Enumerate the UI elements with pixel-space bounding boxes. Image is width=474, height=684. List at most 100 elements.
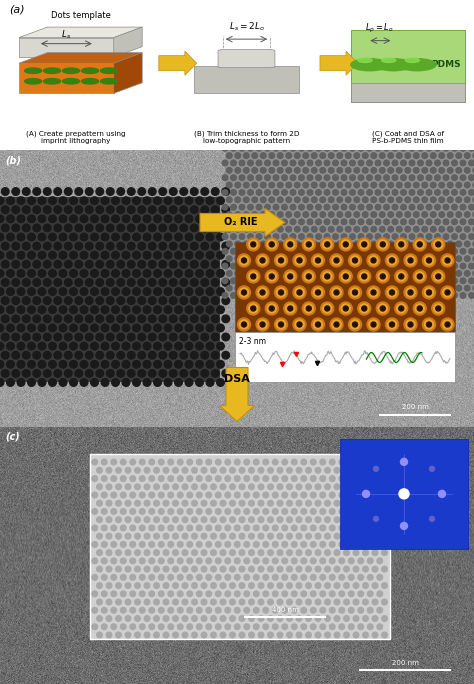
Circle shape xyxy=(120,525,126,531)
Circle shape xyxy=(320,256,326,261)
Circle shape xyxy=(445,258,450,263)
Circle shape xyxy=(101,306,109,313)
Circle shape xyxy=(399,274,404,279)
Circle shape xyxy=(456,226,462,232)
Circle shape xyxy=(247,270,260,283)
Circle shape xyxy=(404,286,417,299)
Circle shape xyxy=(297,290,302,295)
Circle shape xyxy=(383,160,389,166)
Circle shape xyxy=(0,288,4,295)
Circle shape xyxy=(277,534,283,539)
Circle shape xyxy=(303,226,309,232)
Circle shape xyxy=(430,256,436,261)
Circle shape xyxy=(397,272,406,281)
Circle shape xyxy=(263,509,269,514)
Circle shape xyxy=(185,288,193,295)
Circle shape xyxy=(248,248,253,254)
Circle shape xyxy=(33,278,41,287)
Circle shape xyxy=(282,278,287,284)
Circle shape xyxy=(316,290,320,295)
Circle shape xyxy=(301,492,307,498)
Text: O₂ RIE: O₂ RIE xyxy=(224,218,257,228)
Circle shape xyxy=(273,607,278,613)
Circle shape xyxy=(130,575,136,580)
Polygon shape xyxy=(19,53,142,63)
Circle shape xyxy=(101,459,107,465)
Circle shape xyxy=(59,233,67,241)
Circle shape xyxy=(249,616,254,621)
Circle shape xyxy=(329,492,335,498)
Circle shape xyxy=(380,285,385,291)
Circle shape xyxy=(307,205,313,210)
Circle shape xyxy=(44,315,51,323)
Circle shape xyxy=(227,285,232,291)
Circle shape xyxy=(144,566,150,572)
Circle shape xyxy=(369,288,378,297)
Circle shape xyxy=(164,379,172,386)
Circle shape xyxy=(64,369,72,377)
Circle shape xyxy=(177,492,183,498)
Circle shape xyxy=(334,583,340,588)
Circle shape xyxy=(354,212,360,218)
Circle shape xyxy=(429,516,435,521)
Circle shape xyxy=(112,360,119,368)
Circle shape xyxy=(133,197,140,205)
Circle shape xyxy=(0,197,4,205)
Circle shape xyxy=(235,558,240,564)
Circle shape xyxy=(268,599,273,605)
Circle shape xyxy=(348,459,354,465)
Circle shape xyxy=(49,342,56,350)
Circle shape xyxy=(187,509,192,514)
Circle shape xyxy=(286,241,292,247)
Circle shape xyxy=(284,302,297,315)
Circle shape xyxy=(306,632,311,637)
Circle shape xyxy=(206,558,211,564)
Circle shape xyxy=(426,278,432,284)
Circle shape xyxy=(344,484,349,490)
Circle shape xyxy=(288,306,293,311)
Circle shape xyxy=(279,290,283,295)
Circle shape xyxy=(339,238,352,251)
Circle shape xyxy=(422,285,428,291)
Circle shape xyxy=(258,632,264,637)
Circle shape xyxy=(249,272,258,281)
Circle shape xyxy=(341,263,347,269)
Circle shape xyxy=(1,333,9,341)
Circle shape xyxy=(350,146,356,151)
Circle shape xyxy=(269,168,274,173)
Circle shape xyxy=(350,234,356,239)
Circle shape xyxy=(396,271,402,276)
Circle shape xyxy=(350,256,359,265)
Circle shape xyxy=(372,616,378,621)
Circle shape xyxy=(248,293,253,298)
Circle shape xyxy=(111,575,117,580)
Circle shape xyxy=(231,263,237,269)
Circle shape xyxy=(353,484,359,490)
Circle shape xyxy=(383,263,389,269)
Circle shape xyxy=(405,241,410,247)
Circle shape xyxy=(439,182,445,188)
Circle shape xyxy=(125,599,131,605)
Circle shape xyxy=(320,182,326,188)
Circle shape xyxy=(293,254,306,267)
Circle shape xyxy=(447,197,453,202)
Circle shape xyxy=(244,182,249,188)
Circle shape xyxy=(107,242,114,250)
Circle shape xyxy=(397,240,406,249)
Circle shape xyxy=(135,501,140,506)
Circle shape xyxy=(425,320,434,329)
Circle shape xyxy=(254,459,259,465)
Circle shape xyxy=(460,146,466,151)
Circle shape xyxy=(279,258,283,263)
Circle shape xyxy=(180,315,188,323)
Circle shape xyxy=(469,146,474,151)
Circle shape xyxy=(473,212,474,218)
Circle shape xyxy=(404,318,417,331)
Circle shape xyxy=(70,360,77,368)
Circle shape xyxy=(143,379,151,386)
Circle shape xyxy=(334,616,340,621)
Circle shape xyxy=(196,558,202,564)
Circle shape xyxy=(363,271,368,276)
Circle shape xyxy=(339,558,345,564)
Circle shape xyxy=(307,248,313,254)
